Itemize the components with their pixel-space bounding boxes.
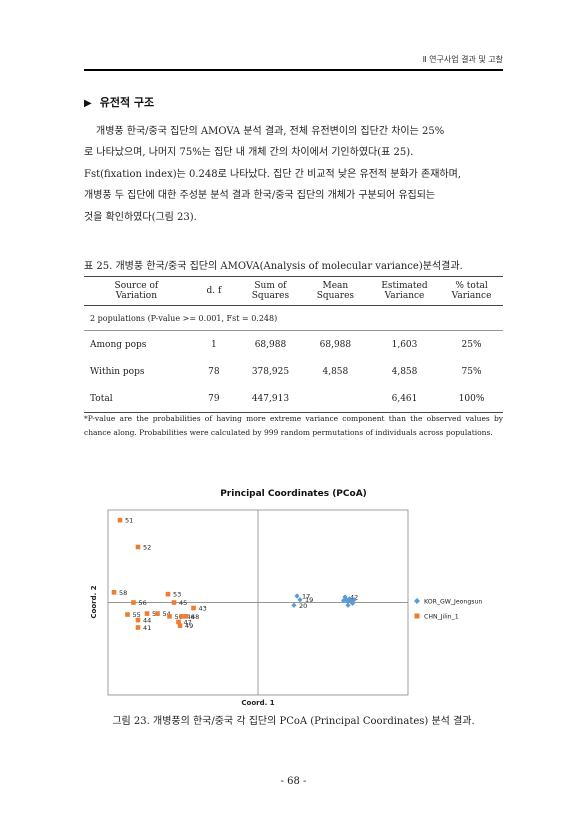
point-label: 45 [179,599,187,607]
chn-point-marker [117,517,123,523]
chn-point-marker [135,544,141,550]
kor-point-marker [291,602,297,608]
section-heading: ▶ 유전적 구조 [84,94,154,110]
table-row: Total 79 447,913 6,461 100% [84,385,503,413]
data-points: 1719204251525853564543555754504648444749… [111,517,358,632]
kor-point-marker [297,597,303,603]
col-header-pct-variance: % total Variance [440,276,503,306]
kor-point-marker [294,593,300,599]
table-cell [301,385,369,413]
chart-title: Principal Coordinates (PCoA) [220,489,367,499]
point-label: 52 [143,544,151,552]
table-header-row: Source of Variation d. f Sum of Squares … [84,276,503,306]
table-cell: Within pops [90,366,145,377]
x-axis-label: Coord. 1 [241,699,274,707]
table-cell: 6,461 [368,385,441,413]
running-header: Ⅱ 연구사업 결과 및 고찰 [422,55,503,64]
table-cell: Among pops [90,339,147,350]
y-axis-label: Coord. 2 [90,585,98,618]
table-cell: 68,988 [319,339,352,350]
chn-point-marker [135,617,141,623]
point-label: 48 [191,613,199,621]
kor-point-marker [346,596,353,602]
chn-point-marker [135,625,141,630]
paragraph-line-5: 것을 확인하였다(그림 23). [84,212,197,223]
legend-label: CHN_Jilin_1 [424,614,459,621]
kor-point-marker [345,598,351,605]
chn-point-marker [191,605,196,611]
table-cell: 25% [461,339,482,350]
point-label: 17 [302,593,310,601]
chn-point-marker [125,612,130,617]
point-label: 43 [199,605,207,613]
chn-point-marker [165,591,171,597]
point-label: 51 [125,517,133,525]
chn-point-marker [183,614,189,619]
paragraph-line-4: 개병풍 두 집단에 대한 주성분 분석 결과 한국/중국 집단의 개체가 구분되… [84,190,436,201]
legend-marker [414,598,420,604]
point-label: 47 [184,618,192,626]
col-header-mean-squares: Mean Squares [301,276,369,306]
amova-table: Source of Variation d. f Sum of Squares … [84,276,503,413]
header-rule [84,69,503,71]
chn-point-marker [167,614,172,619]
table-cell: 447,913 [239,385,302,413]
table-cell: 1 [211,339,217,350]
pcoa-chart: Coord. 2 Coord. 1 1719204251525853564543… [90,509,482,707]
point-label: 46 [187,613,195,621]
paragraph-line-3: Fst(fixation index)는 0.248로 나타났다. 집단 간 비… [84,169,462,180]
col-header-est-variance: Estimated Variance [368,276,441,306]
page-number: - 68 - [280,776,307,787]
point-label: 50 [175,613,183,621]
table-cell: 1,603 [391,339,418,350]
paragraph-line-2: 로 나타났으며, 나머지 75%는 집단 내 개체 간의 차이에서 기인하였다(… [84,147,414,158]
table-row: Within pops 78 378,925 4,858 4,858 75% [84,358,503,385]
chn-point-marker [176,619,181,625]
table-cell: 68,988 [254,339,287,350]
figure-caption: 그림 23. 개병풍의 한국/중국 각 집단의 PCoA (Principal … [112,716,475,727]
chn-point-marker [131,600,136,605]
chn-point-marker [111,590,117,595]
point-label: 49 [185,622,193,630]
table-cell: 75% [461,366,482,377]
point-label: 55 [133,611,141,619]
point-label: 44 [143,617,151,625]
point-label: 54 [163,610,171,618]
paragraph-line-1: 개병풍 한국/중국 집단의 AMOVA 분석 결과, 전체 유전변이의 집단간 … [96,126,445,137]
chn-point-marker [179,614,184,619]
point-label: 53 [173,591,181,599]
chn-point-marker [171,600,177,605]
table-footnote: *P-value are the probabilities of having… [84,414,503,437]
point-label: 56 [139,599,147,607]
legend-marker [414,613,420,619]
col-header-source: Source of Variation [84,276,189,306]
table-cell: 100% [440,385,503,413]
chn-point-marker [155,611,160,616]
table-cell: 4,858 [391,366,418,377]
point-label: 58 [119,589,127,597]
chn-point-marker [144,611,150,616]
table-cell: 4,858 [322,366,349,377]
table-cell: 78 [208,366,220,377]
point-label: 20 [299,602,307,610]
table-caption: 표 25. 개병풍 한국/중국 집단의 AMOVA(Analysis of mo… [84,261,463,272]
section-title: 유전적 구조 [99,96,155,109]
section-marker-icon: ▶ [84,98,92,109]
kor-point-marker [349,600,356,607]
table-cell: Total [84,385,189,413]
table-subheader-row: 2 populations (P-value >= 0.001, Fst = 0… [84,305,503,331]
table-row: Among pops 1 68,988 68,988 1,603 25% [84,331,503,359]
point-label: 19 [305,596,313,604]
legend: KOR_GW_Jeongsun CHN_Jilin_1 [414,598,482,621]
table-cell: 79 [188,385,240,413]
point-label: 41 [143,624,151,632]
col-header-df: d. f [188,276,240,306]
table-cell: 378,925 [251,366,290,377]
chn-point-marker [177,623,183,628]
legend-label: KOR_GW_Jeongsun [424,599,482,606]
col-header-sum-squares: Sum of Squares [239,276,302,306]
table-subheader: 2 populations (P-value >= 0.001, Fst = 0… [84,305,503,331]
